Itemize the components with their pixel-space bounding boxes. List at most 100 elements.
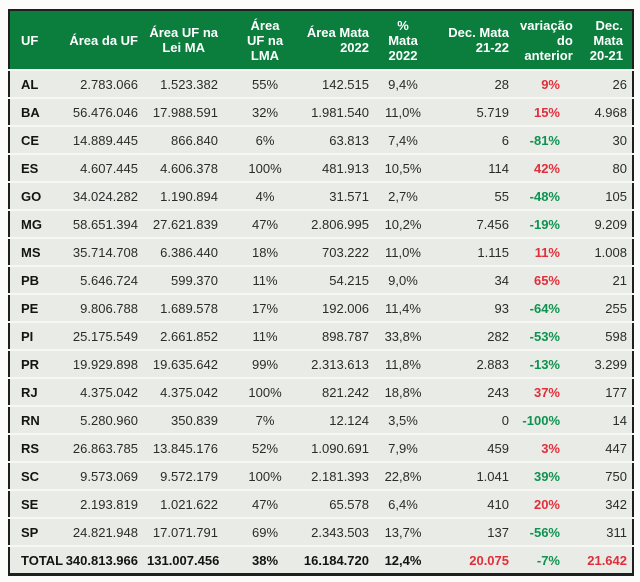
cell-uf: RS — [9, 433, 49, 462]
cell-uf: PI — [9, 321, 49, 350]
cell-area-mata-2022: 2.806.995 — [303, 209, 378, 238]
cell-dec-mata-21-22: 410 — [428, 489, 518, 518]
table-row: SE 2.193.819 1.021.622 47% 65.578 6,4% 4… — [9, 489, 633, 518]
table-row: RJ 4.375.042 4.375.042 100% 821.242 18,8… — [9, 377, 633, 406]
variacao-value: -56% — [529, 524, 560, 540]
table-header: UF Área da UF Área UF na Lei MA Área UF … — [9, 10, 633, 70]
cell-area-mata-2022: 31.571 — [303, 181, 378, 210]
cell-area-mata-2022: 703.222 — [303, 237, 378, 266]
cell-pct-uf-lma: 7% — [227, 405, 303, 434]
cell-dec-mata-20-21: 30 — [569, 125, 633, 154]
cell-pct-uf-lma: 55% — [227, 69, 303, 98]
cell-dec-mata-20-21: 311 — [569, 517, 633, 546]
cell-area-uf: 19.929.898 — [49, 349, 147, 378]
cell-uf: SE — [9, 489, 49, 518]
col-header-area-mata-2022: Área Mata 2022 — [303, 10, 378, 70]
cell-area-uf-lei-ma: 19.635.642 — [147, 349, 227, 378]
cell-dec-mata-20-21: 21 — [569, 265, 633, 294]
cell-dec-mata-20-21: 342 — [569, 489, 633, 518]
cell-area-uf: 2.783.066 — [49, 69, 147, 98]
cell-area-mata-2022: 821.242 — [303, 377, 378, 406]
cell-area-mata-2022: 2.181.393 — [303, 461, 378, 490]
cell-dec-mata-20-21: 447 — [569, 433, 633, 462]
cell-area-mata-2022: 1.981.540 — [303, 97, 378, 126]
cell-dec-mata-21-22: 2.883 — [428, 349, 518, 378]
cell-dec-mata-20-21: 750 — [569, 461, 633, 490]
cell-dec-mata-20-21: 9.209 — [569, 209, 633, 238]
deforestation-by-state-table: UF Área da UF Área UF na Lei MA Área UF … — [8, 9, 634, 576]
table-row: CE 14.889.445 866.840 6% 63.813 7,4% 6 -… — [9, 125, 633, 154]
cell-dec-mata-20-21: 4.968 — [569, 97, 633, 126]
total-variacao-anterior: -7% — [518, 545, 569, 575]
cell-area-uf: 9.806.788 — [49, 293, 147, 322]
cell-area-uf: 35.714.708 — [49, 237, 147, 266]
cell-pct-uf-lma: 11% — [227, 265, 303, 294]
col-header-area-mata-2022-label: Área Mata 2022 — [306, 25, 369, 55]
cell-area-uf: 24.821.948 — [49, 517, 147, 546]
total-row: TOTAL 340.813.966 131.007.456 38% 16.184… — [9, 545, 633, 575]
cell-dec-mata-21-22: 0 — [428, 405, 518, 434]
cell-uf: MS — [9, 237, 49, 266]
cell-area-mata-2022: 65.578 — [303, 489, 378, 518]
cell-pct-mata-2022: 9,0% — [378, 265, 428, 294]
cell-area-uf: 14.889.445 — [49, 125, 147, 154]
cell-area-mata-2022: 1.090.691 — [303, 433, 378, 462]
cell-pct-mata-2022: 10,5% — [378, 153, 428, 182]
table-row: PE 9.806.788 1.689.578 17% 192.006 11,4%… — [9, 293, 633, 322]
cell-pct-mata-2022: 11,4% — [378, 293, 428, 322]
cell-area-uf: 56.476.046 — [49, 97, 147, 126]
cell-area-uf: 58.651.394 — [49, 209, 147, 238]
cell-pct-uf-lma: 11% — [227, 321, 303, 350]
cell-uf: RN — [9, 405, 49, 434]
cell-uf: SP — [9, 517, 49, 546]
col-header-area-uf-lei-ma-label: Área UF na Lei MA — [149, 25, 218, 55]
cell-dec-mata-21-22: 5.719 — [428, 97, 518, 126]
cell-variacao-anterior: -13% — [518, 349, 569, 378]
cell-area-uf-lei-ma: 1.190.894 — [147, 181, 227, 210]
table-row: SP 24.821.948 17.071.791 69% 2.343.503 1… — [9, 517, 633, 546]
cell-area-uf: 25.175.549 — [49, 321, 147, 350]
cell-variacao-anterior: 15% — [518, 97, 569, 126]
cell-variacao-anterior: 11% — [518, 237, 569, 266]
cell-area-mata-2022: 2.343.503 — [303, 517, 378, 546]
col-header-area-uf-lma-label: Área UF na LMA — [246, 17, 284, 63]
cell-area-mata-2022: 12.124 — [303, 405, 378, 434]
variacao-value: -100% — [522, 412, 560, 428]
col-header-dec-mata-21-22-label: Dec. Mata 21-22 — [448, 25, 509, 55]
cell-pct-uf-lma: 52% — [227, 433, 303, 462]
cell-area-mata-2022: 898.787 — [303, 321, 378, 350]
variacao-value: 39% — [533, 468, 560, 484]
table-row: BA 56.476.046 17.988.591 32% 1.981.540 1… — [9, 97, 633, 126]
col-header-dec-mata-20-21: Dec. Mata 20-21 — [569, 10, 633, 70]
table-row: ES 4.607.445 4.606.378 100% 481.913 10,5… — [9, 153, 633, 182]
cell-pct-mata-2022: 3,5% — [378, 405, 428, 434]
table-row: SC 9.573.069 9.572.179 100% 2.181.393 22… — [9, 461, 633, 490]
table-row: AL 2.783.066 1.523.382 55% 142.515 9,4% … — [9, 69, 633, 98]
cell-area-mata-2022: 481.913 — [303, 153, 378, 182]
cell-variacao-anterior: 20% — [518, 489, 569, 518]
cell-dec-mata-21-22: 243 — [428, 377, 518, 406]
cell-variacao-anterior: 39% — [518, 461, 569, 490]
cell-pct-uf-lma: 17% — [227, 293, 303, 322]
cell-dec-mata-20-21: 105 — [569, 181, 633, 210]
cell-variacao-anterior: -19% — [518, 209, 569, 238]
cell-uf: ES — [9, 153, 49, 182]
cell-uf: GO — [9, 181, 49, 210]
total-area-uf-lei-ma: 131.007.456 — [147, 545, 227, 575]
col-header-variacao-anterior: variação do anterior — [518, 10, 573, 70]
cell-area-uf-lei-ma: 4.375.042 — [147, 377, 227, 406]
cell-area-uf-lei-ma: 2.661.852 — [147, 321, 227, 350]
cell-pct-uf-lma: 100% — [227, 377, 303, 406]
total-dec-21-22-value: 20.075 — [469, 552, 509, 568]
cell-area-uf-lei-ma: 27.621.839 — [147, 209, 227, 238]
cell-dec-mata-21-22: 137 — [428, 517, 518, 546]
cell-pct-mata-2022: 7,9% — [378, 433, 428, 462]
cell-uf: PB — [9, 265, 49, 294]
cell-uf: BA — [9, 97, 49, 126]
cell-area-uf-lei-ma: 1.021.622 — [147, 489, 227, 518]
cell-pct-mata-2022: 6,4% — [378, 489, 428, 518]
cell-dec-mata-21-22: 114 — [428, 153, 518, 182]
table-row: MS 35.714.708 6.386.440 18% 703.222 11,0… — [9, 237, 633, 266]
cell-dec-mata-20-21: 1.008 — [569, 237, 633, 266]
